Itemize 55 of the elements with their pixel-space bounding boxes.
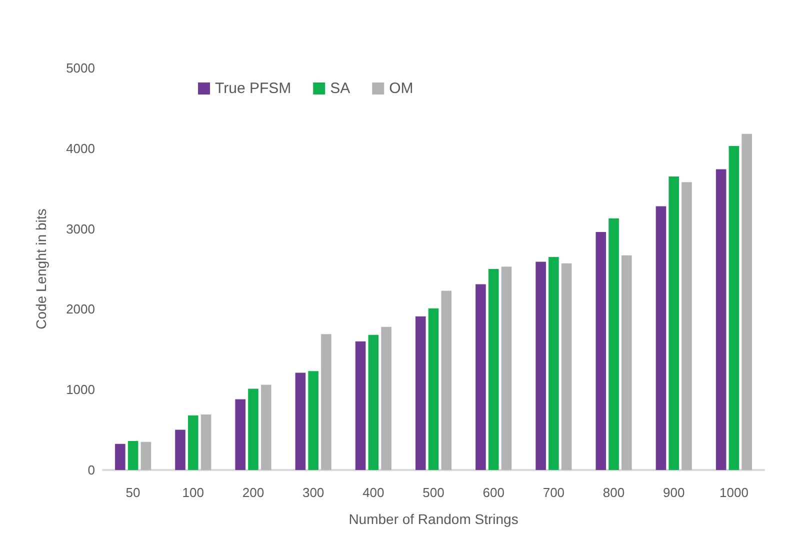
legend-label: OM	[389, 80, 414, 97]
bar	[308, 371, 318, 470]
bar	[415, 316, 426, 470]
legend-label: SA	[330, 80, 350, 97]
bar	[115, 444, 126, 470]
bar	[476, 284, 486, 470]
bar	[200, 414, 212, 470]
bar	[355, 341, 366, 470]
y-tick-label: 4000	[66, 140, 95, 156]
x-tick-label: 600	[482, 485, 504, 500]
bar	[235, 399, 246, 470]
bar	[368, 334, 379, 470]
x-tick-label: 50	[126, 485, 140, 500]
y-axis-title: Code Lenght in bits	[33, 208, 49, 330]
bar	[608, 218, 619, 470]
bar	[728, 146, 740, 470]
x-tick-label: 1000	[719, 485, 748, 500]
x-tick-label: 800	[602, 485, 625, 500]
bar	[321, 334, 332, 470]
bar	[536, 262, 546, 470]
y-tick-label: 3000	[66, 221, 95, 236]
y-tick-label: 2000	[66, 302, 95, 317]
y-tick-label: 5000	[66, 60, 95, 76]
y-tick-label: 0	[88, 462, 95, 478]
bar	[561, 263, 572, 470]
bar	[656, 206, 666, 470]
x-tick-label: 100	[182, 485, 204, 500]
bar	[742, 134, 752, 470]
bar	[682, 182, 692, 470]
bar	[596, 232, 606, 470]
x-tick-label: 700	[542, 485, 565, 500]
bar	[260, 384, 272, 470]
x-tick-label: 900	[663, 485, 685, 500]
bar	[140, 442, 152, 470]
x-axis-title: Number of Random Strings	[348, 511, 518, 527]
y-tick-label: 1000	[66, 382, 95, 398]
x-tick-label: 500	[422, 485, 444, 500]
bar	[716, 169, 726, 470]
bar	[622, 255, 632, 470]
bar	[428, 308, 439, 470]
bar	[128, 441, 138, 470]
bar	[188, 415, 198, 470]
legend-label: True PFSM	[215, 80, 292, 97]
bar	[668, 176, 680, 470]
x-tick-label: 200	[242, 485, 264, 500]
x-tick-label: 300	[302, 485, 324, 500]
bar	[488, 269, 499, 470]
bar	[441, 290, 452, 470]
bar	[248, 388, 258, 470]
bar	[501, 266, 512, 470]
bar	[548, 256, 559, 470]
bar	[295, 372, 306, 470]
bar	[381, 326, 392, 470]
x-tick-label: 400	[362, 485, 384, 500]
bar	[175, 430, 186, 470]
